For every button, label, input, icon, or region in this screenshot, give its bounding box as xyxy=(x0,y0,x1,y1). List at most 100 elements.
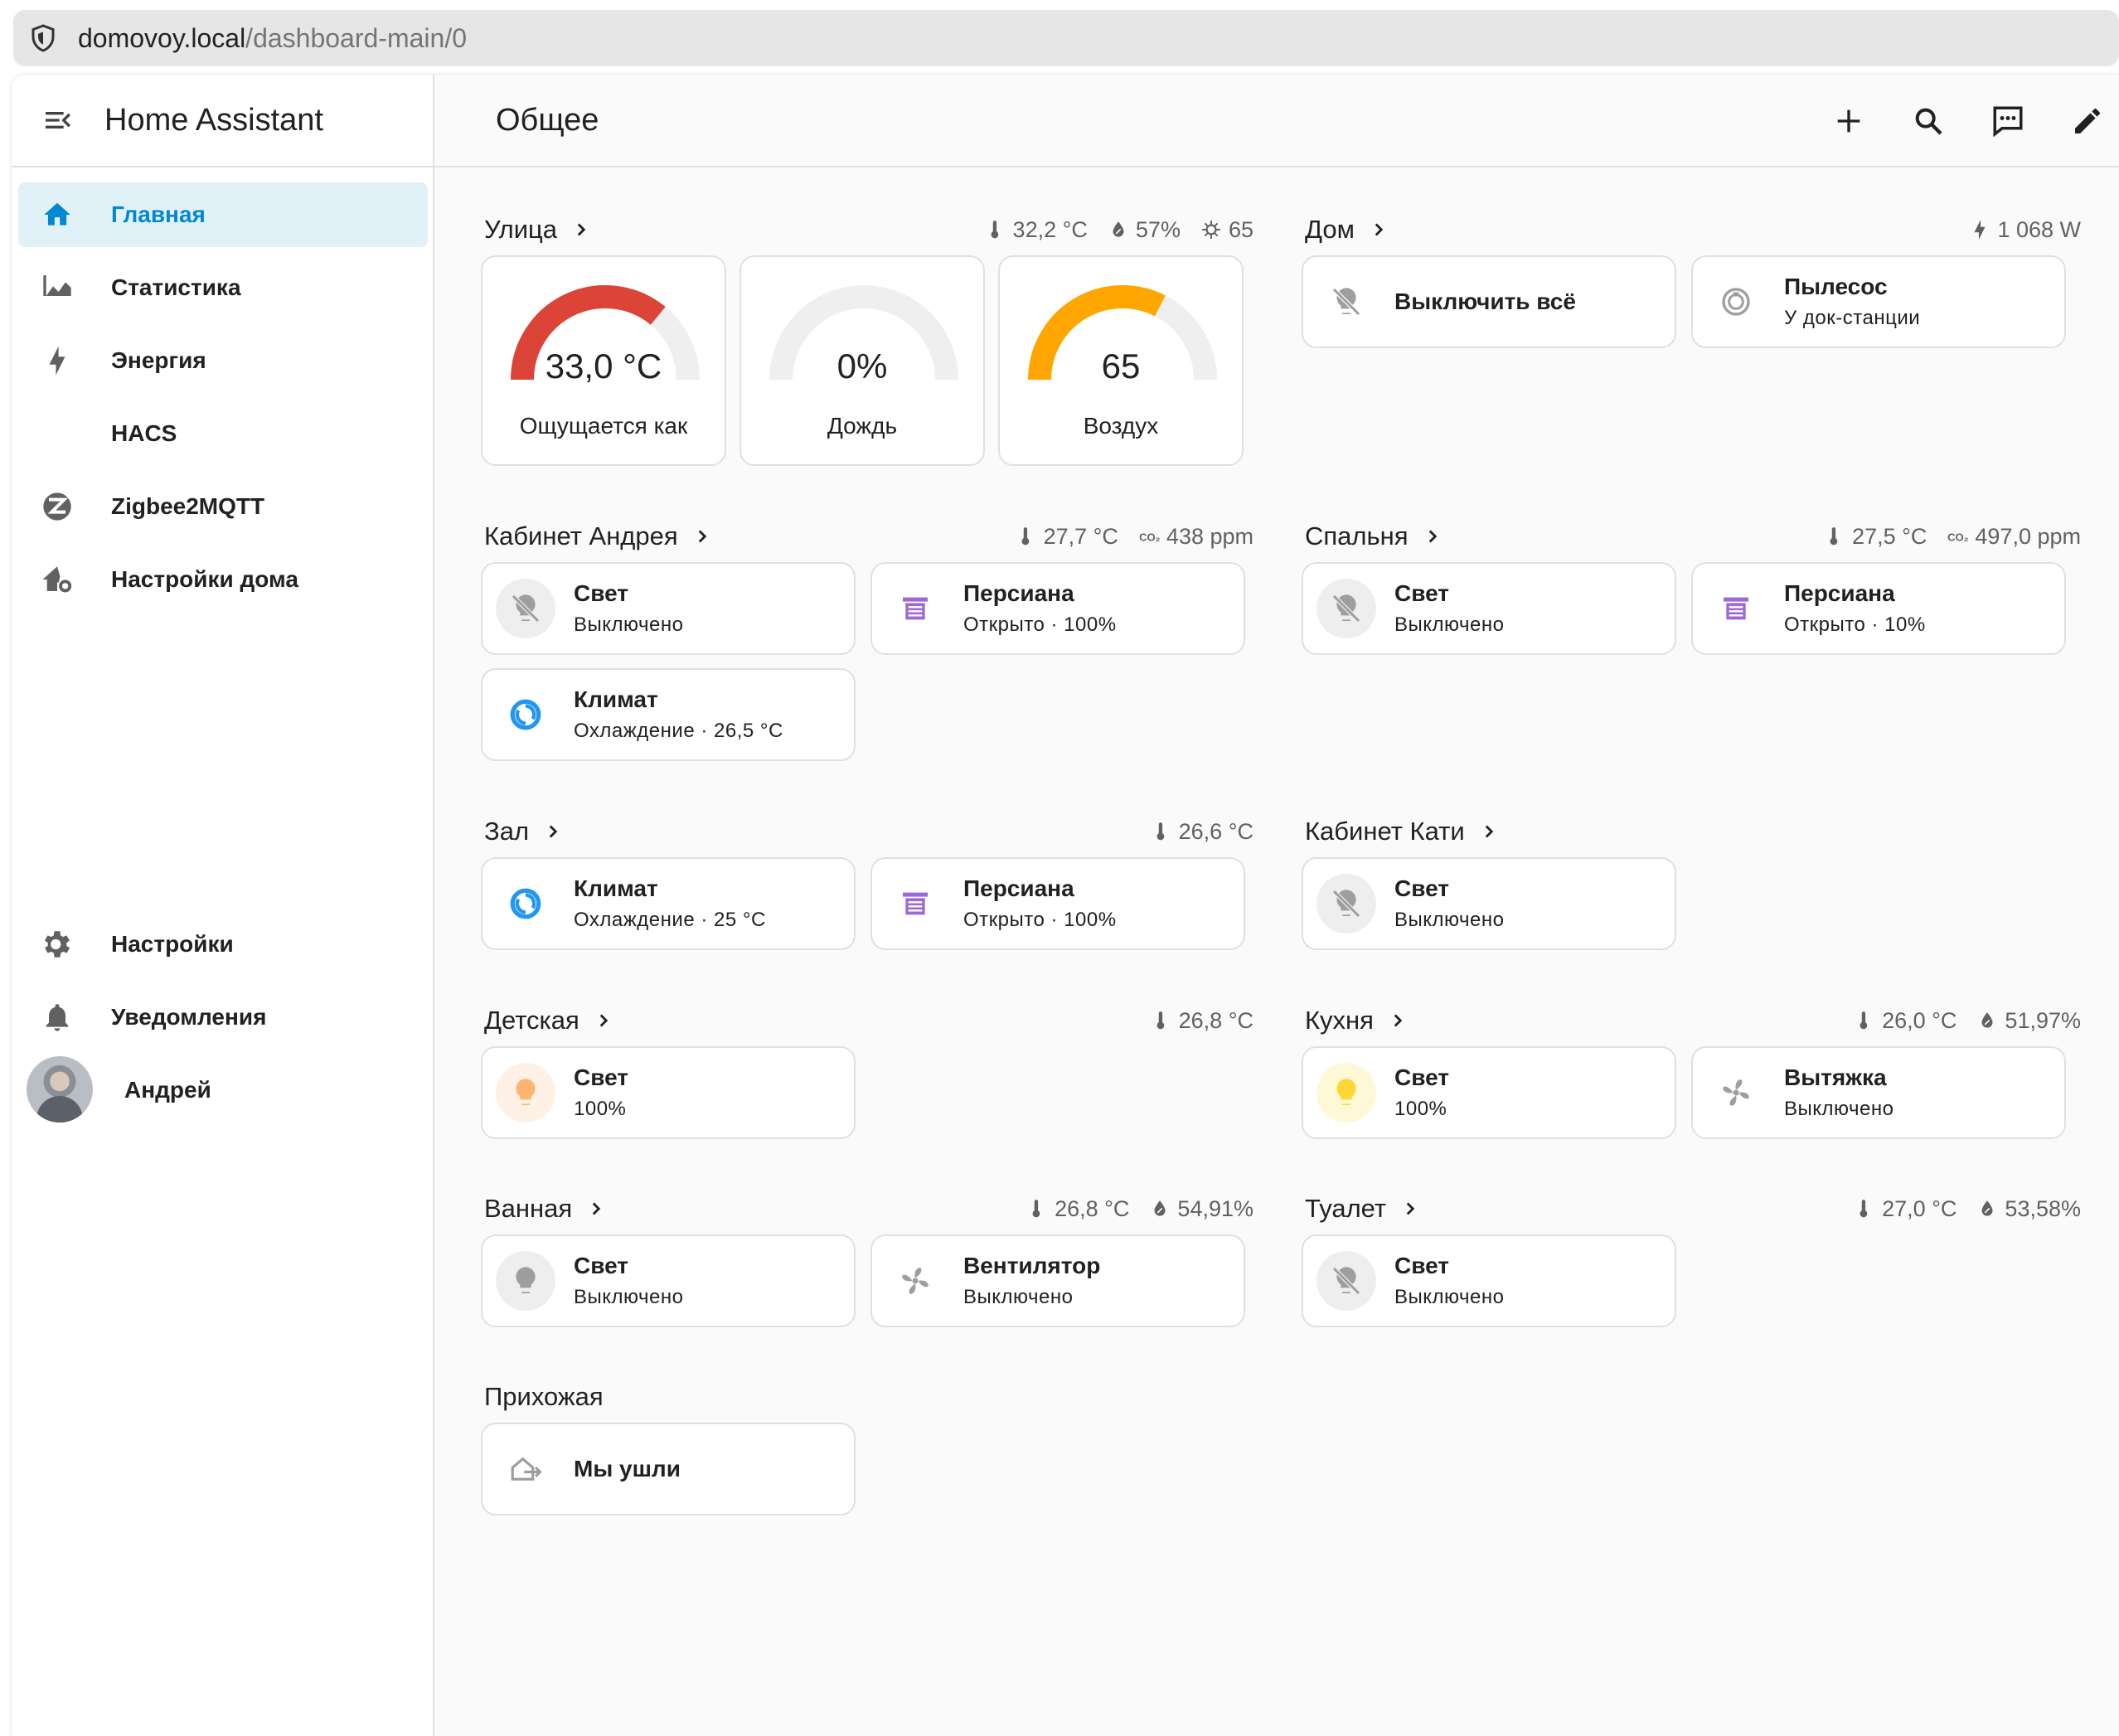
browser-url-bar[interactable]: domovoy.local/dashboard-main/0 xyxy=(13,10,2119,66)
edit-button[interactable] xyxy=(2063,96,2112,146)
sidebar-item-statistics[interactable]: Статистика xyxy=(18,255,428,320)
sidebar-item-label: Настройки дома xyxy=(111,566,298,592)
tile-name: Свет xyxy=(1394,1064,1449,1090)
menu-toggle-button[interactable] xyxy=(38,100,78,140)
tile-blind[interactable]: Персиана Открыто · 10% xyxy=(1691,562,2066,655)
area-section-andrey-office: Кабинет Андрея 27,7 °C CO₂ 438 ppm Свет В… xyxy=(481,516,1260,764)
blinds-open-icon xyxy=(885,579,945,638)
tile-climate[interactable]: Климат Охлаждение · 26,5 °C xyxy=(481,668,856,761)
water-percent-icon xyxy=(1113,221,1124,237)
sidebar-item-notifications[interactable]: Уведомления xyxy=(18,985,428,1050)
area-section-bedroom: Спальня 27,5 °C CO₂ 497,0 ppm Свет Выключ… xyxy=(1302,516,2081,681)
robot-vacuum-icon xyxy=(1706,272,1766,332)
section-title-link[interactable]: Кабинет Андрея xyxy=(484,521,713,551)
tile-state: Открыто · 100% xyxy=(963,613,1117,636)
section-title-link[interactable]: Ванная xyxy=(484,1194,607,1224)
tile-light[interactable]: Свет 100% xyxy=(481,1046,856,1139)
lightbulb-off-icon xyxy=(1316,579,1376,638)
tile-state: 100% xyxy=(1394,1098,1447,1120)
sidebar-item-label: Настройки xyxy=(111,931,234,957)
section-header: Кабинет Кати xyxy=(1305,811,2081,852)
tile-name: Вентилятор xyxy=(963,1253,1101,1278)
water-percent-icon xyxy=(1154,1200,1166,1216)
tile-name: Мы ушли xyxy=(574,1456,681,1481)
tile-hood[interactable]: Вытяжка Выключено xyxy=(1691,1046,2066,1139)
sidebar-item-profile[interactable]: Андрей xyxy=(18,1056,428,1123)
thermometer-icon xyxy=(991,221,998,239)
temperature-badge: 27,7 °C xyxy=(1016,524,1118,550)
sidebar-title: Home Assistant xyxy=(104,102,323,138)
pencil-icon xyxy=(2075,109,2100,133)
chevron-right-icon xyxy=(1428,530,1437,543)
tile-light[interactable]: Свет Выключено xyxy=(1302,1234,1676,1327)
svg-text:CO₂: CO₂ xyxy=(1947,531,1968,543)
temperature-badge: 26,6 °C xyxy=(1151,819,1253,845)
assist-button[interactable] xyxy=(1983,96,2033,146)
tile-name: Пылесос xyxy=(1784,274,1888,299)
tile-state: Выключено xyxy=(963,1286,1074,1308)
virus-icon xyxy=(1202,221,1220,239)
section-title: Спальня xyxy=(1305,521,1409,550)
tile-name: Персиана xyxy=(963,875,1074,901)
water-percent-icon xyxy=(1981,1012,1993,1028)
sidebar-item-label: Статистика xyxy=(111,274,241,300)
section-title: Дом xyxy=(1305,215,1355,244)
air-conditioner-icon xyxy=(496,685,555,744)
search-button[interactable] xyxy=(1903,96,1953,146)
tile-fan[interactable]: Вентилятор Выключено xyxy=(870,1234,1245,1327)
section-title-link[interactable]: Зал xyxy=(484,817,564,846)
browser-url: domovoy.local/dashboard-main/0 xyxy=(78,22,467,53)
sidebar-item-hacs[interactable]: HACS xyxy=(18,401,428,466)
tile-blind[interactable]: Персиана Открыто · 100% xyxy=(870,562,1245,655)
tile-light[interactable]: Свет Выключено xyxy=(481,562,856,655)
lightbulb-off-icon xyxy=(496,579,555,638)
thermometer-icon xyxy=(1860,1200,1868,1218)
sidebar-item-zigbee2mqtt[interactable]: Zigbee2MQTT xyxy=(18,474,428,539)
co2-badge: CO₂ 438 ppm xyxy=(1139,523,1253,549)
section-title-link[interactable]: Дом xyxy=(1305,215,1389,245)
section-title-link[interactable]: Улица xyxy=(484,215,592,245)
tile-state: Выключено xyxy=(1784,1098,1894,1120)
section-title-link[interactable]: Детская xyxy=(484,1006,614,1035)
sidebar-item-home[interactable]: Главная xyxy=(18,182,428,247)
section-title-link[interactable]: Кабинет Кати xyxy=(1305,817,1500,846)
section-title-link[interactable]: Спальня xyxy=(1305,521,1443,551)
section-title-link[interactable]: Кухня xyxy=(1305,1006,1409,1035)
thermometer-icon xyxy=(1156,1011,1164,1030)
gauge-name: Дождь xyxy=(827,413,898,439)
tile-light[interactable]: Свет Выключено xyxy=(481,1234,856,1327)
tile-light[interactable]: Свет Выключено xyxy=(1302,857,1676,950)
tile-state: Охлаждение · 25 °C xyxy=(574,909,766,931)
thermometer-icon xyxy=(1830,527,1838,546)
section-title: Туалет xyxy=(1305,1194,1387,1223)
toolbar: Общее xyxy=(434,75,2119,167)
section-title-link[interactable]: Туалет xyxy=(1305,1194,1421,1224)
gauge-value: 65 xyxy=(1101,347,1141,386)
tile-we-left[interactable]: Мы ушли xyxy=(481,1423,856,1515)
bell-icon xyxy=(40,1000,75,1035)
sidebar-item-settings[interactable]: Настройки xyxy=(18,912,428,977)
add-button[interactable] xyxy=(1824,96,1874,146)
gauge-card[interactable]: 0% Дождь xyxy=(739,255,985,466)
area-section-hallway: Прихожая Мы ушли xyxy=(481,1376,1260,1542)
chevron-right-icon xyxy=(577,223,586,236)
tile-name: Выключить всё xyxy=(1394,289,1576,314)
gauge-card[interactable]: 33,0 °C Ощущается как xyxy=(481,255,726,466)
tile-blind[interactable]: Персиана Открыто · 100% xyxy=(870,857,1245,950)
section-header: Кабинет Андрея 27,7 °C CO₂ 438 ppm xyxy=(484,516,1260,557)
lightbulb-icon xyxy=(496,1063,555,1123)
power-badge: 1 068 W xyxy=(1969,217,2081,243)
cog-icon xyxy=(40,927,75,962)
sidebar-item-home-settings[interactable]: Настройки дома xyxy=(18,547,428,612)
tile-light[interactable]: Свет Выключено xyxy=(1302,562,1676,655)
section-header: Ванная 26,8 °C 54,91% xyxy=(484,1188,1260,1229)
gauge-name: Ощущается как xyxy=(519,413,688,439)
tile-state: Выключено xyxy=(1394,1286,1505,1308)
tile-light[interactable]: Свет 100% xyxy=(1302,1046,1676,1139)
sidebar-item-energy[interactable]: Энергия xyxy=(18,328,428,393)
section-title: Детская xyxy=(484,1006,579,1035)
tile-climate[interactable]: Климат Охлаждение · 25 °C xyxy=(481,857,856,950)
tile-turn-off-all[interactable]: Выключить всё xyxy=(1302,255,1676,348)
gauge-card[interactable]: 65 Воздух xyxy=(998,255,1244,466)
tile-vacuum[interactable]: Пылесос У док-станции xyxy=(1691,255,2066,348)
